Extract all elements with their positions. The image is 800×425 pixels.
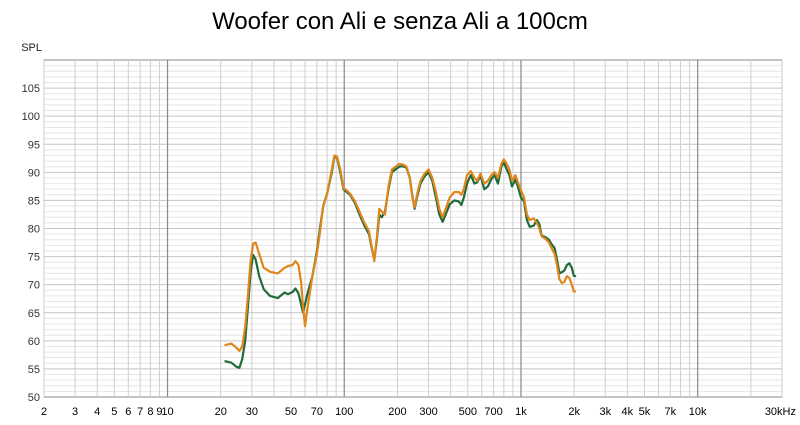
y-tick-label: 95 [28, 139, 40, 151]
chart-title: Woofer con Ali e senza Ali a 100cm [212, 8, 588, 35]
x-tick-label: 300 [419, 406, 437, 418]
series-lines [224, 154, 577, 369]
x-tick-label: 200 [388, 406, 406, 418]
y-tick-label: 55 [28, 364, 40, 376]
x-tick-label: 30kHz [765, 406, 796, 418]
x-tick-label: 3k [599, 406, 611, 418]
x-tick-label: 30 [246, 406, 258, 418]
x-tick-label: 5 [111, 406, 117, 418]
x-tick-label: 9 [156, 406, 162, 418]
y-tick-label: 80 [28, 224, 40, 236]
y-tick-label: 90 [28, 167, 40, 179]
x-tick-label: 2k [568, 406, 580, 418]
x-tick-label: 5k [639, 406, 651, 418]
x-tick-label: 4k [622, 406, 634, 418]
x-tick-label: 4 [94, 406, 100, 418]
x-tick-label: 10 [161, 406, 173, 418]
y-tick-label: 65 [28, 308, 40, 320]
y-tick-label: 60 [28, 336, 40, 348]
grid-lines [43, 60, 783, 397]
x-tick-label: 10k [689, 406, 707, 418]
series-line-2 [224, 154, 577, 352]
x-tick-label: 3 [72, 406, 78, 418]
x-tick-label: 2 [41, 406, 47, 418]
x-tick-label: 700 [484, 406, 502, 418]
y-tick-labels: 50 55 60 65 70 75 80 85 90 95 100 105 [22, 83, 40, 404]
x-tick-label: 7k [664, 406, 676, 418]
y-tick-label: 75 [28, 252, 40, 264]
y-tick-label: 50 [28, 392, 40, 404]
y-tick-label: 105 [22, 83, 40, 95]
x-tick-label: 500 [459, 406, 477, 418]
x-tick-label: 8 [147, 406, 153, 418]
y-tick-label: 70 [28, 280, 40, 292]
x-tick-labels: 2 3 4 5 6 7 8 910 20 30 50 70 100 200 300 500 700 1k 2k 3k 4… [41, 406, 796, 418]
x-tick-label: 6 [125, 406, 131, 418]
x-tick-label: 1k [515, 406, 527, 418]
x-tick-label: 50 [285, 406, 297, 418]
y-tick-label: 85 [28, 195, 40, 207]
y-axis-label: SPL [21, 42, 42, 54]
x-tick-label: 70 [311, 406, 323, 418]
x-tick-label: 100 [335, 406, 353, 418]
x-tick-label: 20 [215, 406, 227, 418]
x-tick-label: 7 [137, 406, 143, 418]
y-tick-label: 100 [22, 111, 40, 123]
